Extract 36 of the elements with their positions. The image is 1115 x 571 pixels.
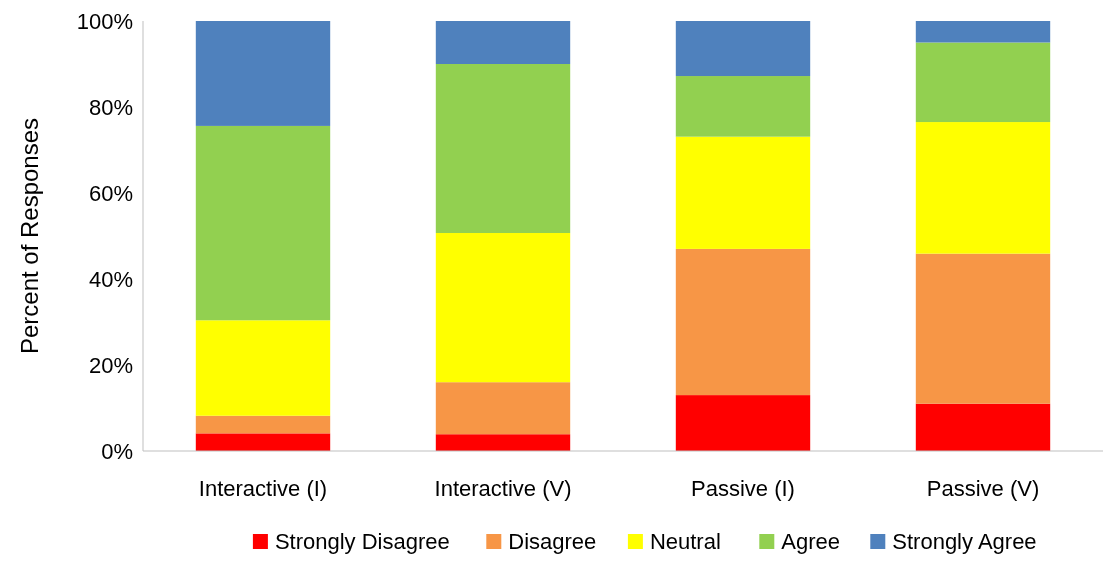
legend-label: Strongly Agree <box>892 529 1037 554</box>
bar <box>195 415 331 434</box>
legend-label: Strongly Disagree <box>274 529 450 554</box>
bar <box>915 42 1051 123</box>
x-tick-label: Passive (I) <box>691 476 795 501</box>
x-tick-label: Passive (V) <box>926 476 1040 501</box>
y-tick-label: 100% <box>76 8 133 34</box>
x-tick-label: Interactive (V) <box>434 476 572 501</box>
bar <box>675 21 811 77</box>
bar <box>915 253 1051 404</box>
y-tick-label: 40% <box>88 266 133 292</box>
legend-label: Disagree <box>508 529 597 554</box>
bar <box>675 395 811 451</box>
y-tick-label: 20% <box>88 352 133 378</box>
y-axis-title: Percent of Responses <box>16 117 43 355</box>
bar <box>195 125 331 321</box>
bar <box>435 382 571 435</box>
x-tick-label: Interactive (I) <box>198 476 328 501</box>
bar <box>915 403 1051 451</box>
bar <box>915 21 1051 43</box>
bar <box>435 232 571 383</box>
bar <box>675 136 811 249</box>
bar <box>195 433 331 451</box>
legend-label: Neutral <box>649 529 721 554</box>
legend-label: Agree <box>781 529 841 554</box>
bar <box>915 122 1051 254</box>
bar <box>675 248 811 396</box>
y-tick-label: 60% <box>88 180 133 206</box>
y-tick-label: 80% <box>88 94 133 120</box>
bar <box>675 76 811 137</box>
y-tick-label: 0% <box>101 438 133 464</box>
bar <box>435 434 571 451</box>
bar <box>195 320 331 416</box>
bar <box>195 21 331 126</box>
bar <box>435 21 571 64</box>
bar <box>435 64 571 233</box>
